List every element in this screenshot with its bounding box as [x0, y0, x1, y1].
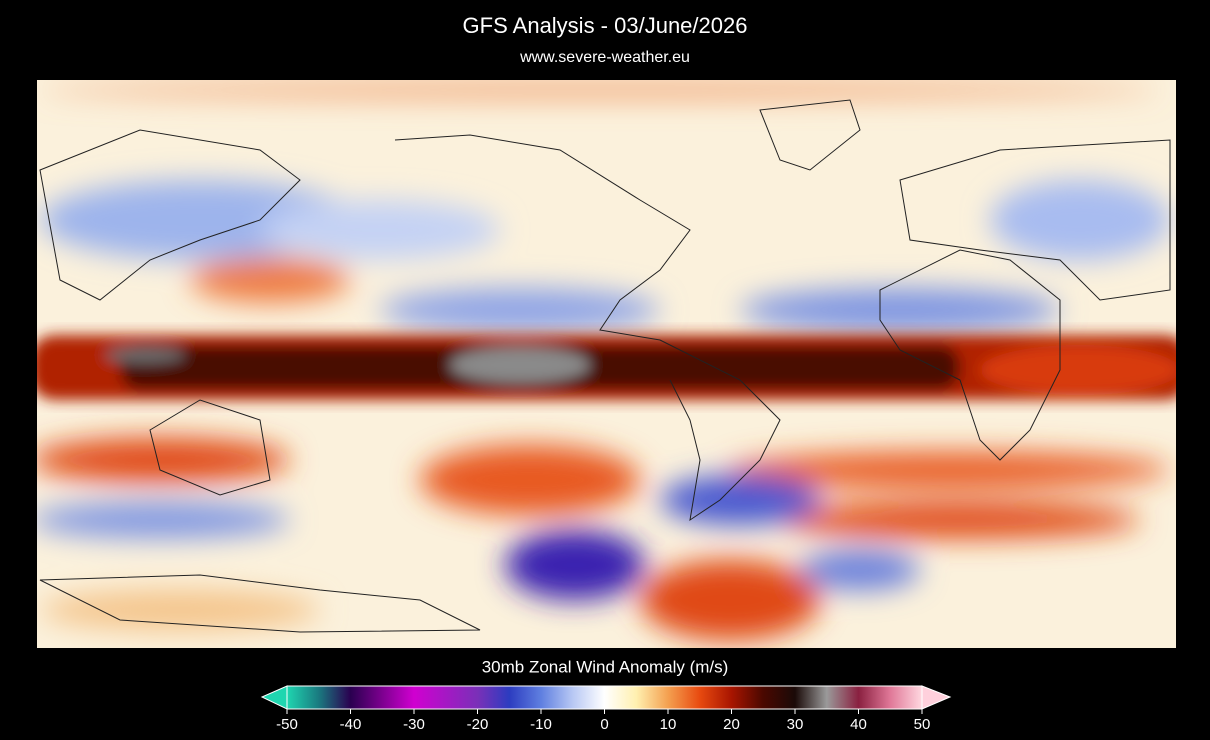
colorbar-tick-label: 20 [723, 716, 740, 733]
colorbar [286, 685, 923, 710]
colorbar-tick-label: -10 [530, 716, 552, 733]
colorbar-tick-label: -50 [276, 716, 298, 733]
colorbar-tick-label: 50 [914, 716, 931, 733]
colorbar-tick-label: -30 [403, 716, 425, 733]
colorbar-tick-label: 0 [600, 716, 608, 733]
colorbar-label: 30mb Zonal Wind Anomaly (m/s) [482, 657, 729, 676]
colorbar-tick-label: -20 [467, 716, 489, 733]
colorbar-ticks: -50 -40 -30 -20 -10 0 10 20 30 40 50 [276, 709, 930, 733]
colorbar-tick-label: 30 [787, 716, 804, 733]
title: GFS Analysis - 03/June/2026 [463, 13, 748, 38]
map [37, 80, 1176, 648]
colorbar-tick-label: -40 [340, 716, 362, 733]
colorbar-tick-label: 10 [660, 716, 677, 733]
colorbar-tick-label: 40 [850, 716, 867, 733]
subtitle: www.severe-weather.eu [519, 49, 690, 66]
colorbar-min-arrow [260, 685, 288, 710]
colorbar-max-arrow [921, 685, 952, 710]
